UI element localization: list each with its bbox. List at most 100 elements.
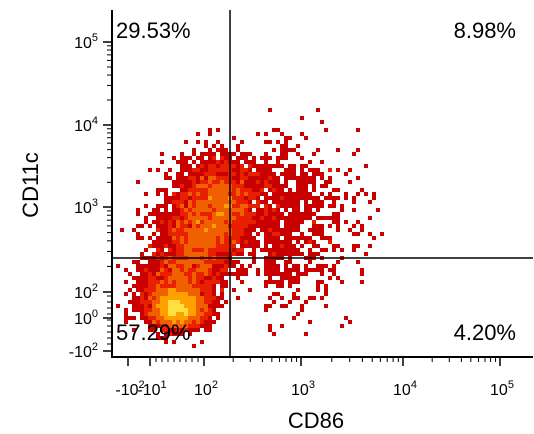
density-cell (184, 292, 188, 296)
density-cell (128, 300, 132, 304)
density-cell (196, 188, 200, 192)
density-cell (172, 300, 176, 304)
density-cell (184, 264, 188, 268)
density-cell (148, 272, 152, 276)
density-cell (284, 276, 288, 280)
density-cell (168, 284, 172, 288)
density-cell (240, 212, 244, 216)
density-cell (240, 228, 244, 232)
density-cell (124, 280, 128, 284)
density-cell (252, 216, 256, 220)
density-cell (264, 224, 268, 228)
density-cell (172, 328, 176, 332)
density-cell (232, 240, 236, 244)
density-cell (236, 268, 240, 272)
y-tick-label: 103 (74, 197, 98, 217)
density-cell (232, 176, 236, 180)
density-cell (232, 160, 236, 164)
density-cell (176, 176, 180, 180)
density-cell (292, 276, 296, 280)
density-cell (144, 288, 148, 292)
density-cell (212, 288, 216, 292)
density-cell (264, 168, 268, 172)
density-cell (212, 172, 216, 176)
density-cell (224, 184, 228, 188)
density-cell (188, 188, 192, 192)
density-cell (320, 280, 324, 284)
density-cell (208, 128, 212, 132)
density-cell (252, 176, 256, 180)
density-cell (212, 240, 216, 244)
density-cell (336, 196, 340, 200)
density-cell (304, 188, 308, 192)
density-cell (276, 180, 280, 184)
density-cell (200, 264, 204, 268)
density-cell (196, 200, 200, 204)
density-cell (240, 184, 244, 188)
density-cell (172, 184, 176, 188)
density-cell (180, 304, 184, 308)
density-cell (188, 260, 192, 264)
density-cell (324, 284, 328, 288)
density-cell (300, 252, 304, 256)
density-cell (292, 316, 296, 320)
density-cell (160, 236, 164, 240)
density-cell (368, 216, 372, 220)
density-cell (184, 232, 188, 236)
density-cell (280, 248, 284, 252)
density-cell (240, 236, 244, 240)
density-cell (248, 216, 252, 220)
density-cell (292, 268, 296, 272)
density-cell (200, 340, 204, 344)
density-cell (196, 268, 200, 272)
density-cell (236, 208, 240, 212)
density-cell (272, 236, 276, 240)
density-cell (320, 248, 324, 252)
density-cell (164, 312, 168, 316)
density-cell (292, 176, 296, 180)
density-cell (224, 280, 228, 284)
density-cell (224, 200, 228, 204)
density-cell (164, 208, 168, 212)
density-cell (268, 196, 272, 200)
density-cell (160, 264, 164, 268)
density-cell (272, 292, 276, 296)
density-cell (340, 248, 344, 252)
density-cell (140, 292, 144, 296)
density-cell (236, 240, 240, 244)
density-cell (180, 156, 184, 160)
density-cell (280, 272, 284, 276)
density-cell (312, 152, 316, 156)
density-cell (200, 224, 204, 228)
density-cell (140, 264, 144, 268)
density-cell (196, 168, 200, 172)
density-cell (296, 180, 300, 184)
density-cell (212, 300, 216, 304)
density-cell (292, 208, 296, 212)
density-cell (240, 240, 244, 244)
density-cell (232, 184, 236, 188)
density-cell (236, 236, 240, 240)
density-cell (304, 208, 308, 212)
density-cell (296, 144, 300, 148)
density-cell (188, 220, 192, 224)
density-cell (180, 272, 184, 276)
density-cell (136, 308, 140, 312)
density-cell (252, 196, 256, 200)
density-cell (264, 184, 268, 188)
density-cell (268, 232, 272, 236)
density-cell (232, 136, 236, 140)
density-cell (276, 284, 280, 288)
density-cell (160, 288, 164, 292)
density-cell (204, 164, 208, 168)
density-cell (152, 280, 156, 284)
density-cell (156, 204, 160, 208)
density-cell (276, 224, 280, 228)
density-cell (156, 312, 160, 316)
density-cell (232, 224, 236, 228)
density-cell (284, 248, 288, 252)
density-cell (172, 288, 176, 292)
density-cell (180, 260, 184, 264)
density-cell (164, 332, 168, 336)
density-cell (216, 300, 220, 304)
